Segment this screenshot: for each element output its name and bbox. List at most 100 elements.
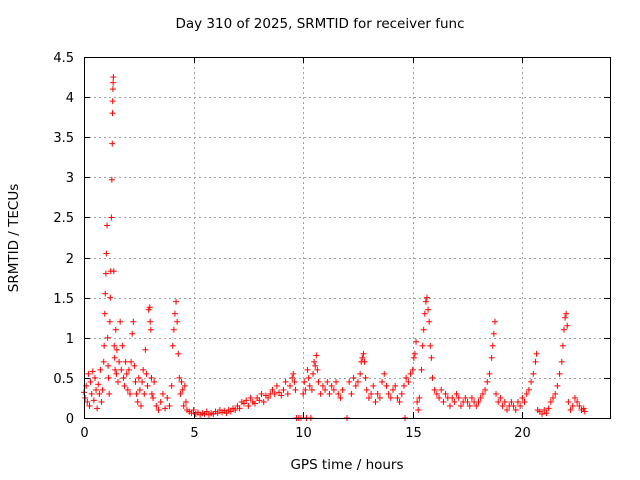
data-point [227, 408, 234, 415]
data-point [514, 398, 521, 405]
data-point [260, 398, 267, 405]
data-point [562, 314, 569, 321]
data-point [333, 378, 340, 385]
data-point [90, 397, 97, 404]
data-point [103, 250, 110, 257]
data-point [337, 394, 344, 401]
data-point [121, 382, 128, 389]
data-point [106, 390, 113, 397]
data-point [565, 398, 572, 405]
data-point [442, 390, 449, 397]
data-point [394, 394, 401, 401]
data-point [168, 382, 175, 389]
data-point [383, 382, 390, 389]
data-point [539, 410, 546, 417]
data-point [265, 394, 272, 401]
data-point [278, 392, 285, 399]
data-point [105, 362, 112, 369]
data-point [403, 374, 410, 381]
data-point [552, 390, 559, 397]
data-point [324, 378, 331, 385]
data-point [426, 318, 433, 325]
data-point [308, 386, 315, 393]
data-point [477, 394, 484, 401]
data-point [243, 397, 250, 404]
data-point [512, 406, 519, 413]
data-point [419, 342, 426, 349]
data-point [137, 402, 144, 409]
data-point [203, 408, 210, 415]
data-point [580, 405, 587, 412]
data-point [413, 338, 420, 345]
data-point [159, 390, 166, 397]
data-point [104, 334, 111, 341]
data-point [301, 378, 308, 385]
data-point [405, 378, 412, 385]
data-point [415, 406, 422, 413]
data-point [362, 374, 369, 381]
data-point [153, 402, 160, 409]
data-point [560, 326, 567, 333]
y-tick-label: 4.5 [53, 51, 74, 66]
data-point [117, 318, 124, 325]
data-point [112, 326, 119, 333]
data-point [414, 398, 421, 405]
data-point [468, 394, 475, 401]
data-point [282, 378, 289, 385]
data-point [170, 326, 177, 333]
data-point [112, 366, 119, 373]
data-point [110, 268, 117, 275]
y-tick-label: 3.5 [53, 131, 74, 146]
data-point [108, 214, 115, 221]
data-point [449, 394, 456, 401]
data-point [392, 382, 399, 389]
data-point [427, 342, 434, 349]
data-point [107, 294, 114, 301]
data-point [312, 362, 319, 369]
data-point [497, 394, 504, 401]
data-point [350, 374, 357, 381]
data-point [464, 398, 471, 405]
data-point [214, 410, 221, 417]
data-point [558, 358, 565, 365]
data-point [510, 402, 517, 409]
data-point [135, 374, 142, 381]
data-point [503, 406, 510, 413]
data-point [556, 370, 563, 377]
data-point [140, 366, 147, 373]
data-point [571, 394, 578, 401]
data-point [473, 402, 480, 409]
data-point [310, 370, 317, 377]
data-point [523, 390, 530, 397]
data-point [455, 394, 462, 401]
data-point [148, 390, 155, 397]
data-point [119, 342, 126, 349]
data-point [563, 310, 570, 317]
data-point [416, 394, 423, 401]
data-point [363, 386, 370, 393]
data-point [543, 410, 550, 417]
data-point [236, 405, 243, 412]
x-tick-label: 0 [80, 426, 88, 441]
data-point [110, 79, 117, 86]
data-point [368, 390, 375, 397]
data-point [398, 390, 405, 397]
data-point [436, 394, 443, 401]
data-point [379, 378, 386, 385]
data-point [488, 354, 495, 361]
data-point [94, 405, 101, 412]
marker-layer [81, 74, 588, 421]
data-point [108, 176, 115, 183]
data-point [385, 390, 392, 397]
data-point [359, 354, 366, 361]
data-point [396, 398, 403, 405]
data-point [352, 382, 359, 389]
data-point [431, 386, 438, 393]
data-point [104, 222, 111, 229]
data-point [174, 318, 181, 325]
data-point [284, 390, 291, 397]
data-point [508, 398, 515, 405]
data-point [164, 394, 171, 401]
data-point [290, 370, 297, 377]
data-point [93, 386, 100, 393]
